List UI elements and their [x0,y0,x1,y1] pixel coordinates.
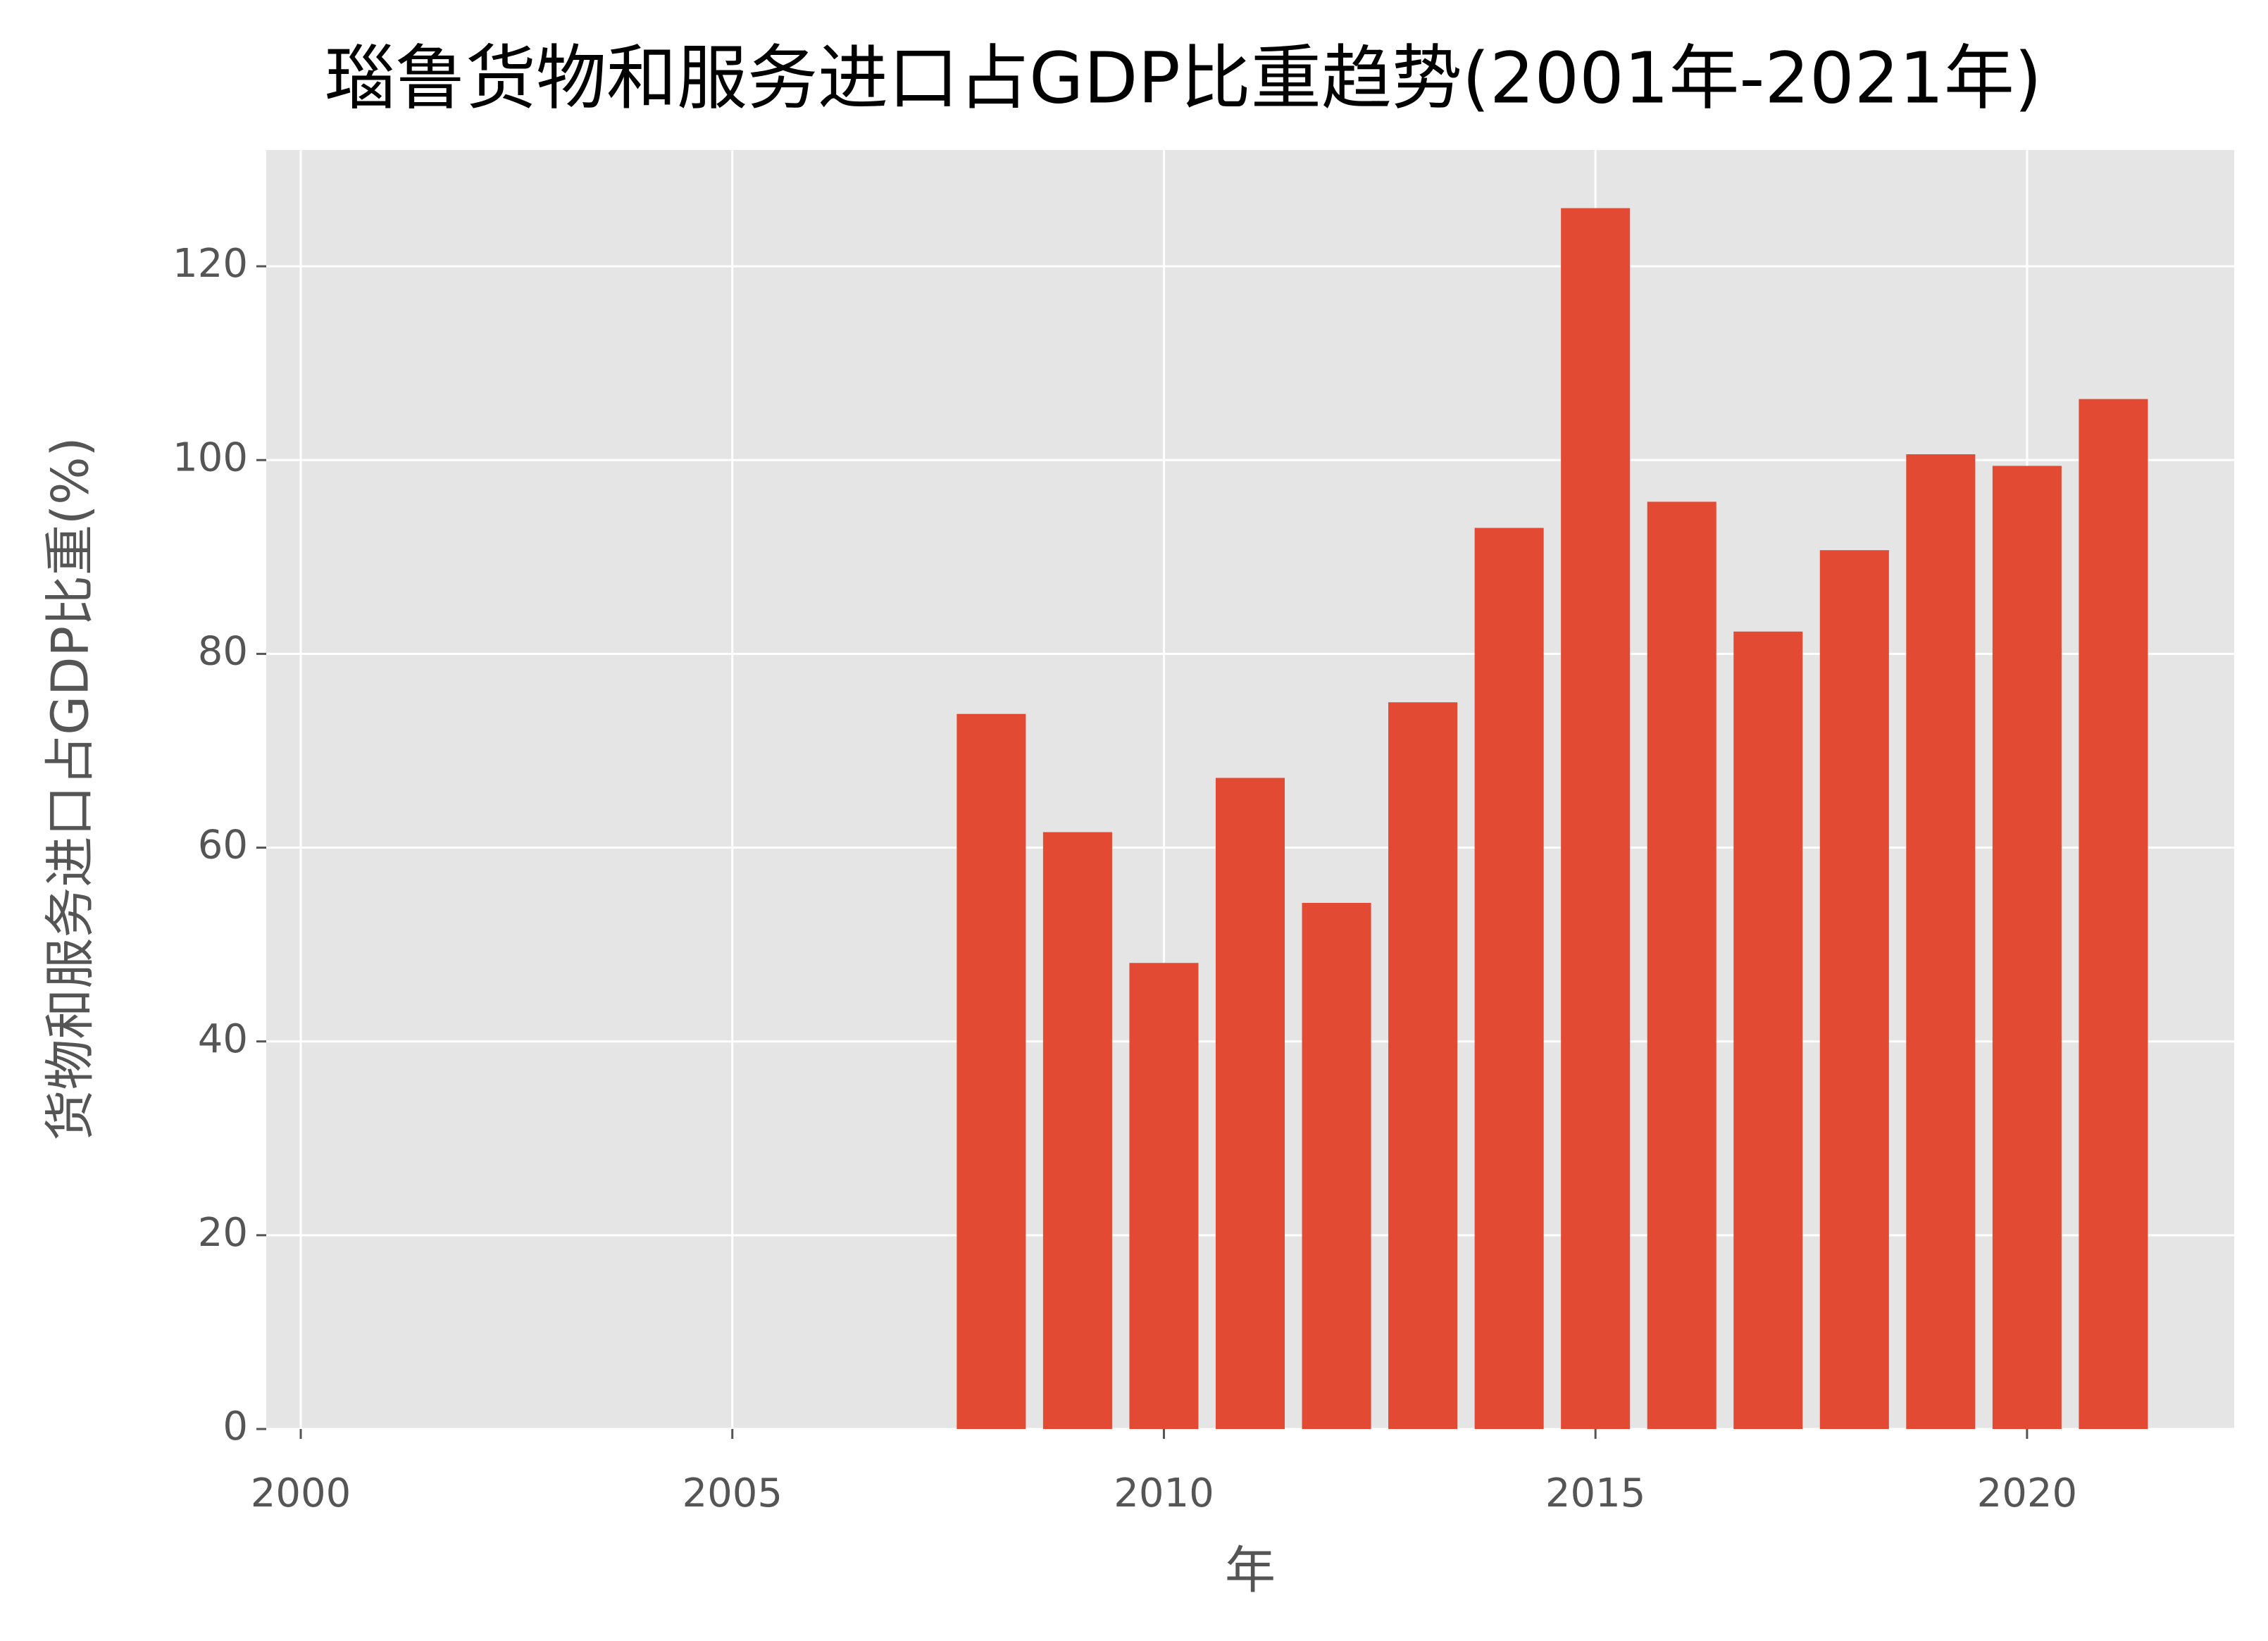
x-tick-label: 2000 [251,1471,351,1516]
y-tick-label: 40 [198,1016,248,1062]
bar [1474,528,1544,1430]
chart-title: 瑙鲁货物和服务进口占GDP比重趋势(2001年-2021年) [325,37,2042,119]
bar [1992,466,2062,1429]
x-tick-label: 2015 [1545,1471,1646,1516]
x-tick-label: 2010 [1114,1471,1214,1516]
y-tick-label: 120 [173,241,248,287]
y-tick-label: 0 [223,1404,248,1449]
y-tick-label: 80 [198,629,248,675]
bar [1388,702,1458,1429]
x-tick-label: 2020 [1977,1471,2078,1516]
y-tick-label: 60 [198,823,248,868]
y-tick-label: 100 [173,435,248,480]
y-axis-label: 货物和服务进口占GDP比重(%) [41,437,100,1140]
x-axis-label: 年 [1225,1541,1276,1600]
bar [1042,832,1112,1429]
bar [1733,631,1803,1430]
bar [1906,454,1976,1430]
bar [1819,550,1889,1429]
bar [1215,778,1285,1429]
bar [2079,399,2148,1429]
bar [957,713,1026,1429]
x-tick-label: 2005 [682,1471,783,1516]
bar [1647,501,1716,1429]
y-tick-label: 20 [198,1210,248,1256]
bar [1561,208,1631,1430]
bar [1302,902,1371,1429]
bar [1129,963,1199,1429]
